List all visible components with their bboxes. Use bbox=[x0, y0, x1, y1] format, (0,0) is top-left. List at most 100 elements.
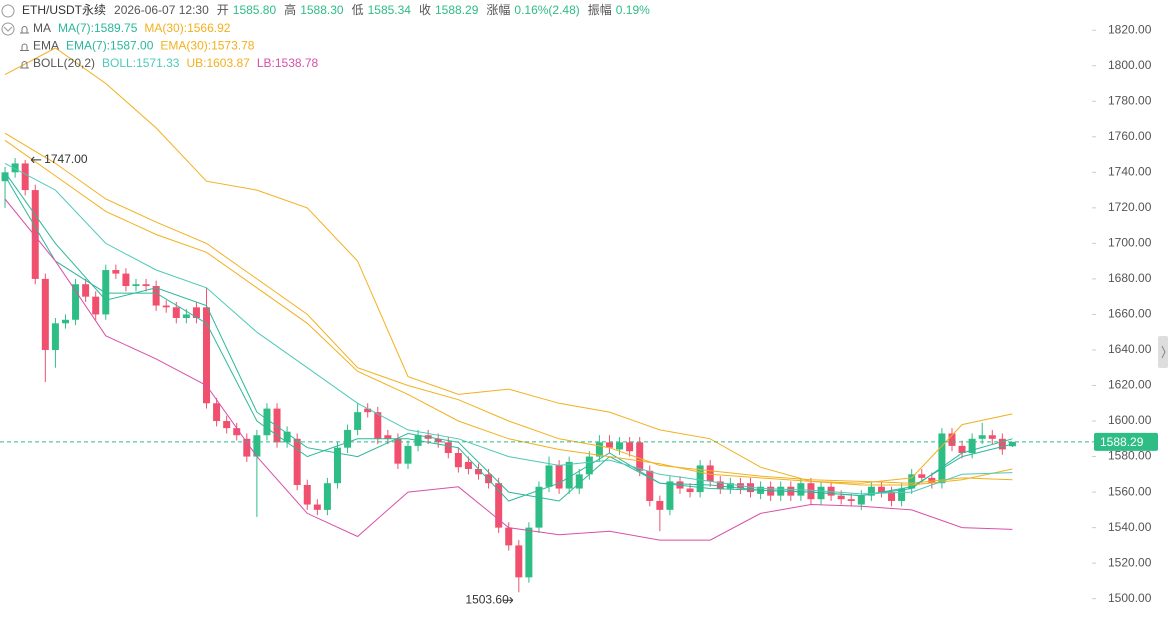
candle-body bbox=[626, 442, 634, 452]
candle-body bbox=[51, 323, 59, 350]
annotation-label: 1747.00 bbox=[44, 152, 88, 166]
annotation-label: 1503.60 bbox=[465, 592, 509, 606]
candle-body bbox=[938, 433, 946, 484]
overlay: 1588.29 1747.00 1503.60 ETH/USDT永续 2026-06-0… bbox=[0, 2, 1158, 606]
candle-body bbox=[142, 284, 150, 287]
y-tick-label: 1560.00 bbox=[1108, 484, 1152, 498]
indicator-line bbox=[4, 47, 1013, 484]
candle-body bbox=[485, 474, 493, 484]
candle-body bbox=[666, 481, 674, 510]
header-value: 0.19% bbox=[616, 3, 650, 17]
candle-body bbox=[152, 286, 160, 306]
candle-body bbox=[686, 488, 694, 493]
candle-body bbox=[605, 442, 613, 448]
y-tick-label: 1720.00 bbox=[1108, 200, 1152, 214]
legend-entry: BOLL:1571.33 bbox=[102, 56, 180, 70]
time: 2026-06-07 12:30 bbox=[114, 3, 209, 17]
collapse-icon bbox=[1, 4, 15, 18]
y-tick-label: 1740.00 bbox=[1108, 164, 1152, 178]
candle-body bbox=[263, 408, 271, 436]
y-tick-label: 1640.00 bbox=[1108, 342, 1152, 356]
candle-body bbox=[515, 545, 523, 578]
y-tick-label: 1660.00 bbox=[1108, 307, 1152, 321]
y-tick-label: 1780.00 bbox=[1108, 93, 1152, 107]
candle-body bbox=[92, 296, 100, 315]
symbol: ETH/USDT永续 bbox=[22, 3, 106, 17]
candle-body bbox=[555, 465, 563, 489]
y-tick-label: 1800.00 bbox=[1108, 58, 1152, 72]
candle-body bbox=[837, 495, 845, 500]
legend-entry: EMA(7):1587.00 bbox=[66, 39, 154, 53]
candle-body bbox=[404, 445, 412, 464]
legend-group: MA bbox=[33, 21, 51, 35]
legend-row: EMA EMA(7):1587.00 EMA(30):1573.78 bbox=[33, 39, 255, 53]
candle-body bbox=[928, 477, 936, 484]
candle-body bbox=[575, 474, 583, 489]
candle-body bbox=[112, 270, 120, 274]
candle-body bbox=[122, 273, 130, 287]
candle-body bbox=[31, 190, 39, 279]
candle-body bbox=[847, 499, 855, 501]
candle-body bbox=[444, 442, 452, 454]
header-label: 收 bbox=[419, 3, 431, 17]
candle-body bbox=[918, 474, 926, 478]
candle-body bbox=[41, 278, 49, 350]
candle-body bbox=[283, 431, 291, 443]
y-tick-label: 1700.00 bbox=[1108, 236, 1152, 250]
candle-body bbox=[21, 163, 29, 191]
indicator-line bbox=[4, 162, 1013, 495]
candle-body bbox=[354, 412, 362, 430]
y-tick-label: 1520.00 bbox=[1108, 555, 1152, 569]
candle-body bbox=[454, 453, 462, 468]
candle-body bbox=[958, 445, 966, 454]
header-label: 振幅 bbox=[588, 2, 612, 17]
candle-body bbox=[313, 504, 321, 510]
candle-body bbox=[656, 500, 664, 510]
bell-icon bbox=[20, 43, 29, 51]
header: ETH/USDT永续 2026-06-07 12:30 开 1585.80 高 1588.… bbox=[22, 2, 650, 17]
candle-body bbox=[132, 284, 140, 287]
y-tick-label: 1540.00 bbox=[1108, 520, 1152, 534]
candle-body bbox=[72, 284, 80, 320]
candle-body bbox=[545, 465, 553, 487]
legend-entry: EMA(30):1573.78 bbox=[160, 39, 254, 53]
candle-body bbox=[253, 435, 261, 457]
candle-body bbox=[747, 483, 755, 493]
legend-entry: UB:1603.87 bbox=[186, 56, 250, 70]
y-tick-label: 1760.00 bbox=[1108, 129, 1152, 143]
legend-group: BOLL(20,2) bbox=[33, 56, 95, 70]
collapse-icon bbox=[1, 22, 15, 36]
handle-arrow bbox=[1161, 345, 1166, 359]
candle-body bbox=[857, 495, 865, 505]
candle-body bbox=[696, 465, 704, 493]
candle-body bbox=[344, 429, 352, 448]
candle-body bbox=[565, 461, 573, 489]
candle-body bbox=[968, 438, 976, 454]
header-label: 低 bbox=[352, 3, 364, 17]
legend-entry: MA(7):1589.75 bbox=[58, 21, 138, 35]
candle-body bbox=[384, 435, 392, 439]
candle-body bbox=[595, 442, 603, 457]
plot: 1500.00 1520.00 1540.00 1560.00 1580.00 1600.… bbox=[1, 22, 1152, 605]
candle-body bbox=[495, 483, 503, 528]
header-value: 1585.80 bbox=[233, 3, 277, 17]
y-tick-label: 1580.00 bbox=[1108, 449, 1152, 463]
last-price-label: 1588.29 bbox=[1100, 435, 1144, 449]
legend-entry: LB:1538.78 bbox=[257, 56, 319, 70]
candle-body bbox=[877, 486, 885, 493]
candle-body bbox=[374, 412, 382, 439]
y-tick-label: 1600.00 bbox=[1108, 413, 1152, 427]
candle-body bbox=[898, 488, 906, 501]
bell-icon bbox=[20, 61, 29, 69]
candle-body bbox=[102, 270, 110, 315]
candle-body bbox=[192, 307, 200, 318]
y-tick-label: 1820.00 bbox=[1108, 22, 1152, 36]
indicator-line bbox=[4, 175, 1013, 502]
y-tick-label: 1620.00 bbox=[1108, 378, 1152, 392]
candle-body bbox=[293, 438, 301, 485]
candle-body bbox=[172, 307, 180, 318]
candle-body bbox=[364, 408, 372, 413]
side-handle[interactable] bbox=[1158, 336, 1168, 368]
candle-body bbox=[182, 314, 190, 318]
candle-body bbox=[646, 470, 654, 501]
